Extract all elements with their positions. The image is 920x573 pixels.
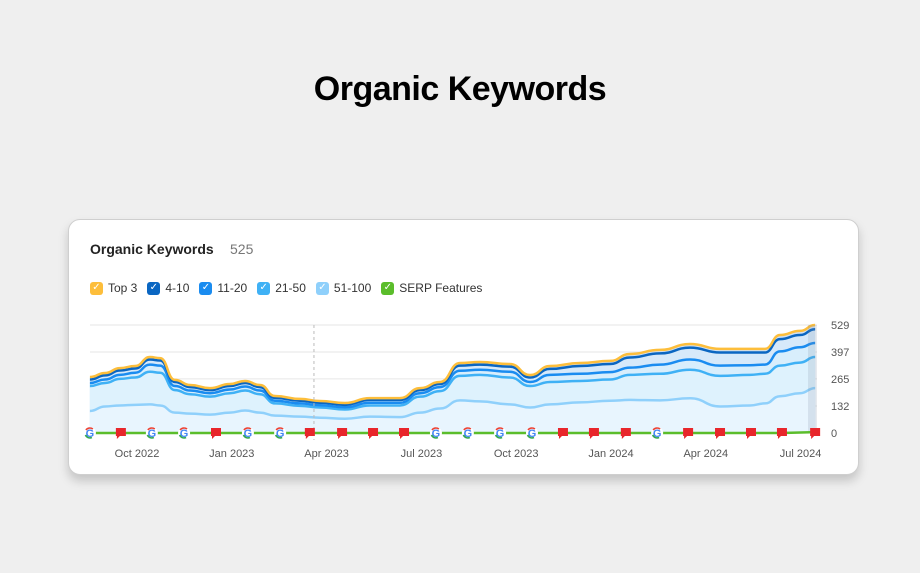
google-update-icon[interactable]: G (526, 427, 538, 440)
y-tick-label: 0 (831, 428, 837, 440)
legend-item-top-3[interactable]: ✓ Top 3 (90, 281, 137, 295)
keyword-count: 525 (230, 241, 254, 257)
x-tick-label: Apr 2024 (683, 448, 728, 460)
svg-text:G: G (432, 428, 441, 440)
series-line-4-10[interactable] (89, 328, 816, 407)
page-title: Organic Keywords (313, 70, 607, 108)
x-tick-label: Oct 2022 (115, 448, 160, 460)
checkbox-icon[interactable]: ✓ (199, 281, 213, 295)
note-flag-icon[interactable] (557, 428, 568, 439)
svg-text:G: G (244, 428, 253, 440)
legend-item-11-20[interactable]: ✓ 11-20 (199, 281, 247, 295)
y-tick-label: 265 (831, 374, 849, 386)
google-update-icon[interactable]: G (241, 427, 254, 440)
svg-text:G: G (464, 428, 473, 440)
google-update-icon[interactable]: G (145, 427, 158, 440)
google-update-icon[interactable]: G (461, 427, 474, 440)
google-update-icon[interactable]: G (651, 427, 664, 440)
svg-text:G: G (496, 428, 505, 440)
checkbox-icon[interactable]: ✓ (257, 281, 271, 295)
google-update-icon[interactable]: G (83, 427, 96, 440)
legend-item-51-100[interactable]: ✓ 51-100 (315, 281, 372, 295)
svg-text:G: G (276, 428, 285, 440)
google-update-icon[interactable]: G (178, 427, 191, 440)
x-tick-label: Jul 2023 (401, 448, 443, 460)
y-tick-label: 397 (831, 347, 849, 359)
note-flag-icon[interactable] (776, 428, 787, 439)
checkbox-icon[interactable]: ✓ (381, 281, 395, 295)
x-tick-label: Jan 2023 (209, 448, 254, 460)
serp-features-line (89, 430, 816, 435)
svg-text:G: G (86, 428, 95, 440)
legend-item-serp-features[interactable]: ✓ SERP Features (381, 281, 482, 295)
legend-label: 4-10 (165, 281, 190, 295)
legend-label: 21-50 (275, 281, 306, 295)
note-flag-icon[interactable] (620, 428, 631, 439)
series-line-51-100[interactable] (89, 386, 816, 420)
svg-text:G: G (528, 428, 537, 440)
note-flag-icon[interactable] (304, 428, 315, 439)
series-line-top-3[interactable] (89, 323, 816, 405)
legend: ✓ Top 3 ✓ 4-10 ✓ 11-20 ✓ 21-50 ✓ 51-100 ✓ SERP Feat… (90, 281, 482, 295)
x-tick-label: Jan 2024 (588, 448, 633, 460)
note-flag-icon[interactable] (399, 428, 410, 439)
card-title: Organic Keywords (90, 241, 214, 257)
area-51-100 (89, 388, 816, 433)
series-line-21-50[interactable] (89, 355, 816, 411)
svg-text:G: G (653, 428, 662, 440)
svg-text:G: G (148, 428, 157, 440)
y-tick-label: 529 (831, 320, 849, 332)
checkbox-icon[interactable]: ✓ (147, 281, 161, 295)
legend-item-4-10[interactable]: ✓ 4-10 (147, 281, 189, 295)
note-flag-icon[interactable] (588, 428, 599, 439)
series-line-11-20[interactable] (89, 341, 816, 409)
y-tick-label: 132 (831, 401, 849, 413)
note-flag-icon[interactable] (211, 428, 221, 439)
legend-label: Top 3 (108, 281, 138, 295)
legend-label: 11-20 (217, 281, 248, 295)
google-update-icon[interactable]: G (429, 427, 442, 440)
hover-band (808, 325, 817, 433)
note-flag-icon[interactable] (715, 428, 726, 439)
note-flag-icon[interactable] (683, 428, 694, 439)
google-update-icon[interactable]: G (274, 427, 287, 440)
x-tick-label: Jul 2024 (780, 448, 822, 460)
legend-label: 51-100 (333, 281, 372, 295)
note-flag-icon[interactable] (810, 428, 821, 439)
note-flag-icon[interactable] (337, 428, 348, 439)
checkbox-icon[interactable]: ✓ (315, 281, 329, 295)
legend-item-21-50[interactable]: ✓ 21-50 (257, 281, 306, 295)
x-tick-label: Oct 2023 (494, 448, 539, 460)
note-flag-icon[interactable] (368, 428, 379, 439)
checkbox-icon[interactable]: ✓ (90, 281, 103, 295)
google-update-icon[interactable]: G (494, 427, 507, 440)
x-tick-label: Apr 2023 (304, 448, 349, 460)
svg-text:G: G (180, 428, 189, 440)
note-flag-icon[interactable] (115, 428, 126, 439)
note-flag-icon[interactable] (745, 428, 756, 439)
legend-label: SERP Features (399, 281, 483, 295)
